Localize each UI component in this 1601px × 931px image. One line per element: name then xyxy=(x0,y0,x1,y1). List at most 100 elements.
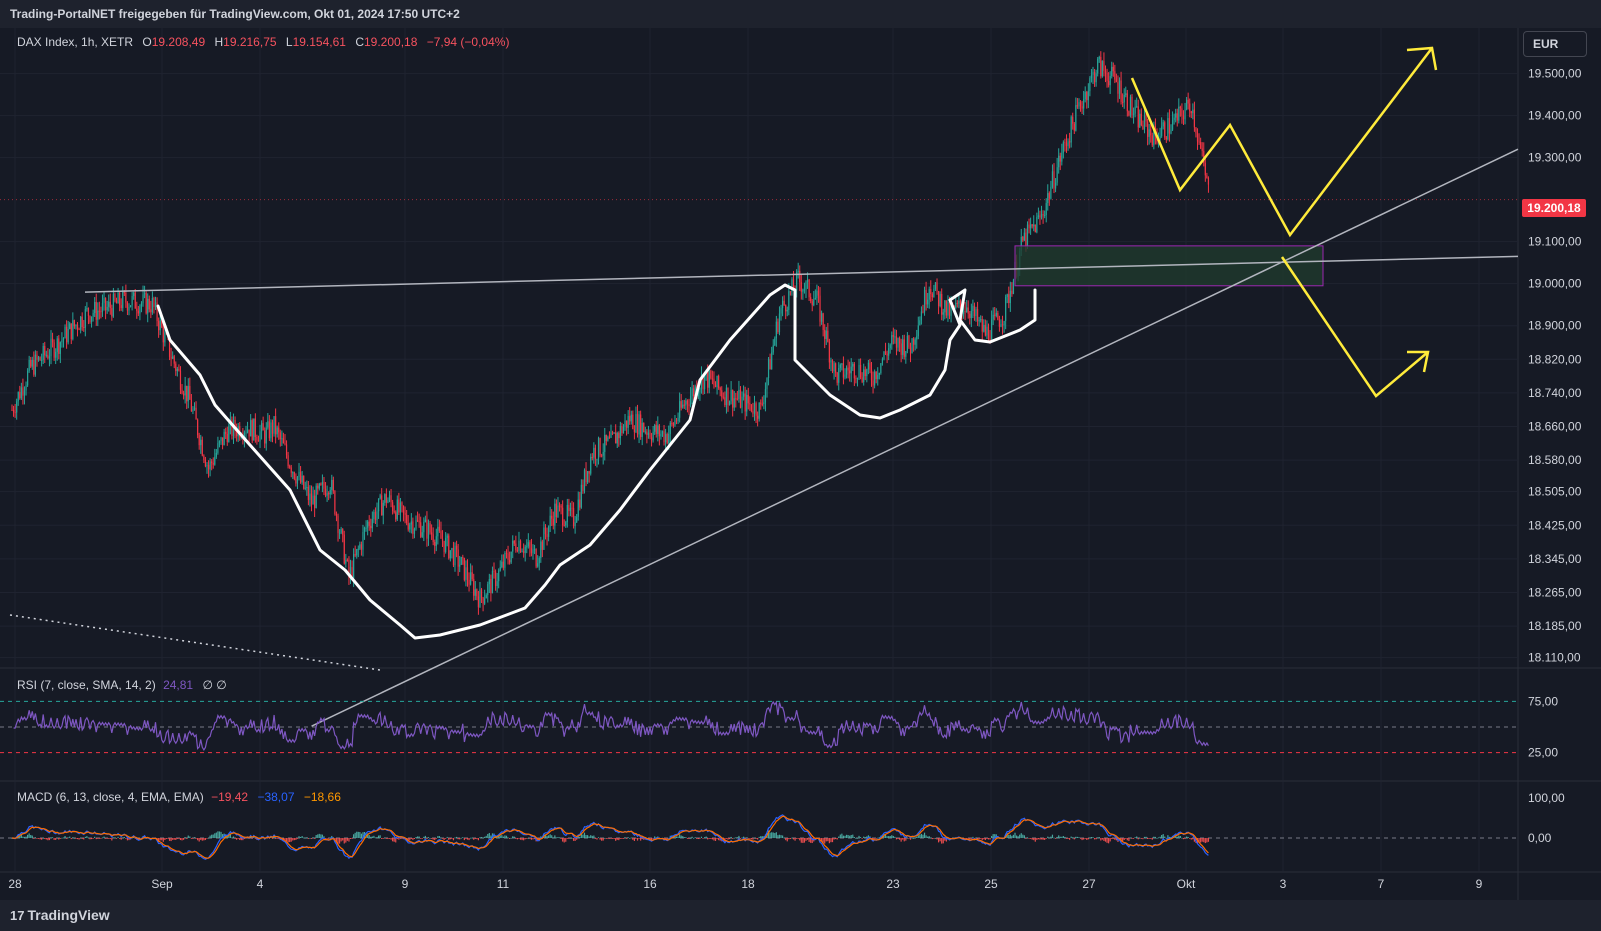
candle-body xyxy=(349,567,352,578)
candle-body xyxy=(251,420,253,441)
candle-body xyxy=(529,542,531,548)
price-tick: 19.300,00 xyxy=(1528,151,1582,165)
candle-body xyxy=(966,307,968,313)
macd-histogram-bar xyxy=(112,837,114,839)
macd-histogram-bar xyxy=(424,835,426,838)
macd-histogram-bar xyxy=(1036,838,1038,840)
candle-body xyxy=(374,511,377,521)
macd-histogram-bar xyxy=(666,838,668,840)
macd-histogram-bar xyxy=(1112,838,1114,839)
candle-body xyxy=(59,342,61,354)
macd-histogram-bar xyxy=(983,838,985,840)
candle-body xyxy=(148,298,150,310)
rsi-tick: 25,00 xyxy=(1528,746,1558,760)
candle-body xyxy=(931,294,933,298)
candle-body xyxy=(710,370,712,379)
macd-histogram-bar xyxy=(92,838,94,839)
candle-body xyxy=(886,353,888,356)
macd-histogram-bar xyxy=(214,833,216,838)
macd-histogram-bar xyxy=(937,838,940,843)
candle-body xyxy=(599,438,601,456)
macd-histogram-bar xyxy=(33,838,35,839)
macd-histogram-bar xyxy=(685,837,687,838)
macd-histogram-bar xyxy=(611,838,614,839)
macd-histogram-bar xyxy=(370,836,372,838)
macd-histogram-bar xyxy=(310,838,313,839)
macd-histogram-bar xyxy=(1108,838,1110,844)
macd-histogram-bar xyxy=(186,838,188,839)
macd-histogram-bar xyxy=(470,837,472,839)
macd-histogram-bar xyxy=(713,838,715,841)
macd-histogram-bar xyxy=(1086,838,1088,840)
macd-histogram-bar xyxy=(356,831,358,838)
candle-body xyxy=(767,359,770,379)
candle-body xyxy=(292,472,294,474)
macd-line-value: −38,07 xyxy=(257,790,295,804)
candle-body xyxy=(207,464,210,470)
candle-body xyxy=(622,426,625,434)
candle-body xyxy=(86,308,88,310)
macd-histogram-bar xyxy=(58,838,60,840)
candle-body xyxy=(404,513,406,515)
candle-body xyxy=(1054,182,1057,189)
candle-body xyxy=(418,521,420,523)
candle-body xyxy=(900,343,902,355)
candle-body xyxy=(460,557,462,565)
candle-body xyxy=(1087,91,1089,101)
chart-canvas[interactable]: 19.500,00 19.400,00 19.300,00 19.100,00 19.0… xyxy=(0,28,1601,900)
macd-histogram-bar xyxy=(767,830,770,838)
macd-histogram-bar xyxy=(842,835,845,838)
macd-histogram-bar xyxy=(360,833,363,838)
macd-histogram-bar xyxy=(641,838,643,840)
macd-histogram-bar xyxy=(479,837,481,839)
candle-body xyxy=(399,502,402,513)
macd-histogram-bar xyxy=(346,838,348,841)
brand[interactable]: 17 TradingView xyxy=(10,907,110,923)
candle-body xyxy=(1200,142,1202,149)
macd-histogram-bar xyxy=(128,838,130,841)
candle-body xyxy=(334,491,336,514)
macd-histogram-bar xyxy=(449,838,451,840)
candle-body xyxy=(14,412,16,414)
candle-body xyxy=(221,437,224,446)
candle-body xyxy=(722,396,724,398)
macd-histogram-bar xyxy=(927,836,929,838)
candle-body xyxy=(587,471,589,483)
candle-body xyxy=(485,595,487,599)
macd-histogram-bar xyxy=(72,837,74,839)
candle-body xyxy=(187,386,189,402)
candle-body xyxy=(944,300,946,313)
candle-body xyxy=(1153,126,1155,146)
macd-histogram-bar xyxy=(1176,836,1178,838)
macd-histogram-bar xyxy=(126,838,129,841)
candle-body xyxy=(42,345,44,360)
macd-histogram-bar xyxy=(831,838,834,843)
macd-histogram-bar xyxy=(544,834,547,838)
candle-body xyxy=(998,319,1001,327)
macd-histogram-bar xyxy=(228,835,230,838)
macd-histogram-bar xyxy=(629,837,631,839)
macd-histogram-bar xyxy=(1070,836,1072,838)
candle-body xyxy=(1139,113,1141,128)
candle-body xyxy=(583,470,586,491)
candle-body xyxy=(661,431,664,434)
candle-body xyxy=(262,423,264,431)
candle-body xyxy=(640,414,642,437)
macd-histogram-bar xyxy=(19,835,21,838)
macd-histogram-bar xyxy=(788,838,790,840)
candle-body xyxy=(28,359,30,371)
candle-body xyxy=(190,399,192,412)
macd-histogram-bar xyxy=(67,837,69,839)
arrow-head-icon xyxy=(1406,46,1438,71)
candle-body xyxy=(45,354,47,356)
candle-body xyxy=(401,502,403,506)
candle-body xyxy=(719,387,721,391)
grid xyxy=(0,28,1601,900)
macd-histogram-bar xyxy=(239,838,241,840)
candle-body xyxy=(1065,143,1068,147)
currency-button[interactable]: EUR xyxy=(1523,31,1587,57)
macd-histogram-bar xyxy=(524,838,526,840)
macd-histogram-bar xyxy=(231,837,233,839)
candle-body xyxy=(92,313,94,317)
high-key: H xyxy=(214,35,224,49)
